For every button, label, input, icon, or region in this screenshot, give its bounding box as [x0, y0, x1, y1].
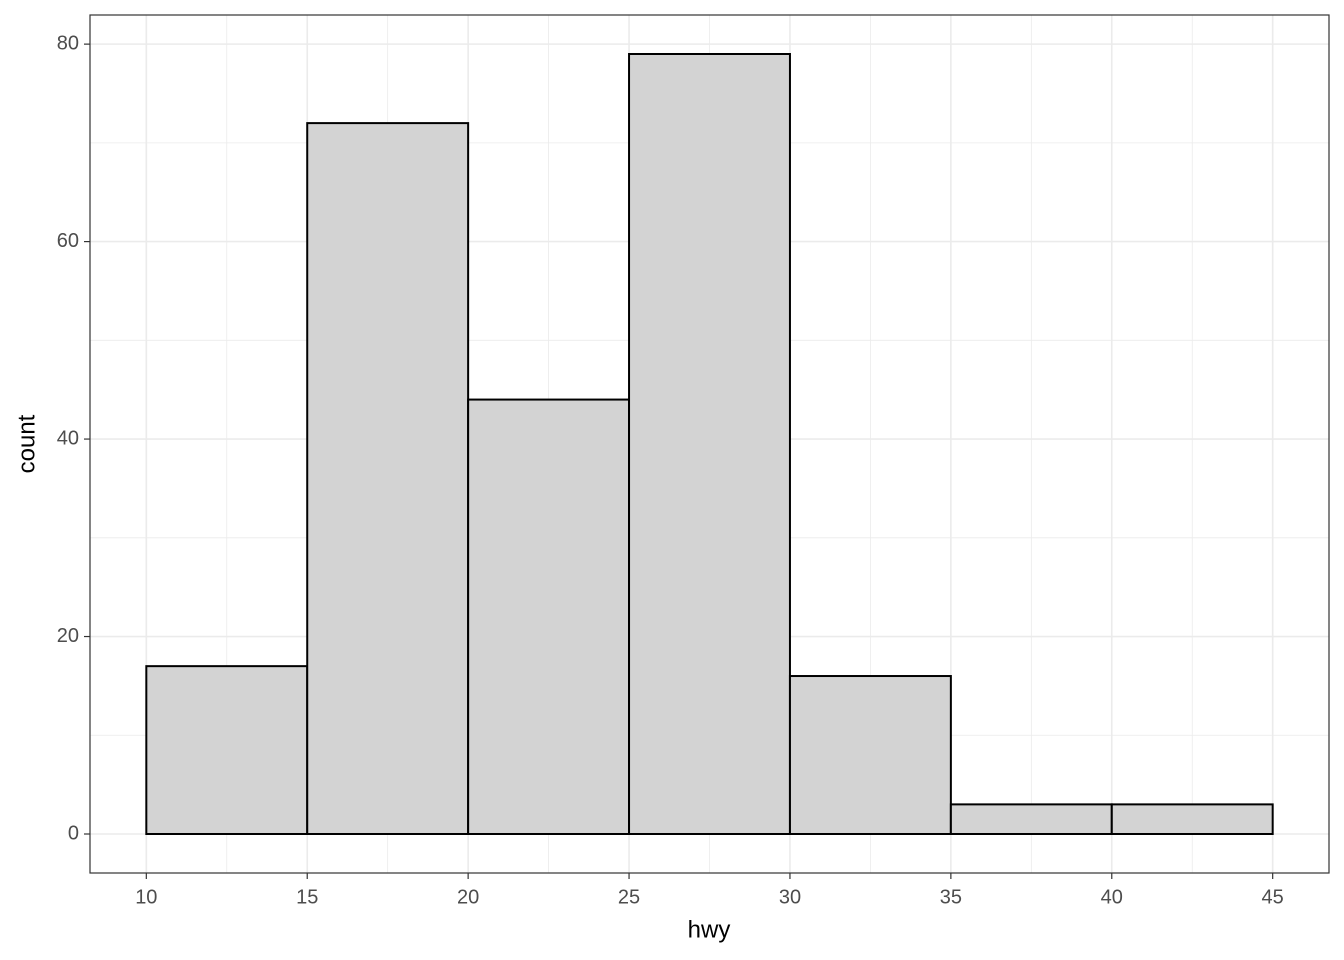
- bar: [467, 398, 631, 835]
- x-tick-label: 15: [296, 886, 318, 908]
- x-axis-title: hwy: [688, 916, 731, 943]
- x-tick-label: 30: [779, 886, 801, 908]
- x-tick-label: 35: [940, 886, 962, 908]
- bar: [788, 675, 952, 836]
- bar: [1110, 803, 1274, 836]
- y-tick-label: 20: [57, 625, 79, 647]
- bar: [145, 665, 309, 836]
- y-tick-label: 40: [57, 427, 79, 449]
- y-tick-label: 0: [68, 822, 79, 844]
- x-tick-label: 10: [135, 886, 157, 908]
- panel-border: [89, 14, 1330, 874]
- x-tick-label: 25: [618, 886, 640, 908]
- bar: [628, 53, 791, 835]
- x-tick-label: 45: [1262, 886, 1284, 908]
- y-tick-label: 60: [57, 230, 79, 252]
- x-tick-label: 20: [457, 886, 479, 908]
- y-tick-label: 80: [57, 32, 79, 54]
- bar: [949, 803, 1113, 836]
- bar: [306, 122, 470, 835]
- y-axis-title: count: [13, 414, 40, 473]
- x-tick-label: 40: [1101, 886, 1123, 908]
